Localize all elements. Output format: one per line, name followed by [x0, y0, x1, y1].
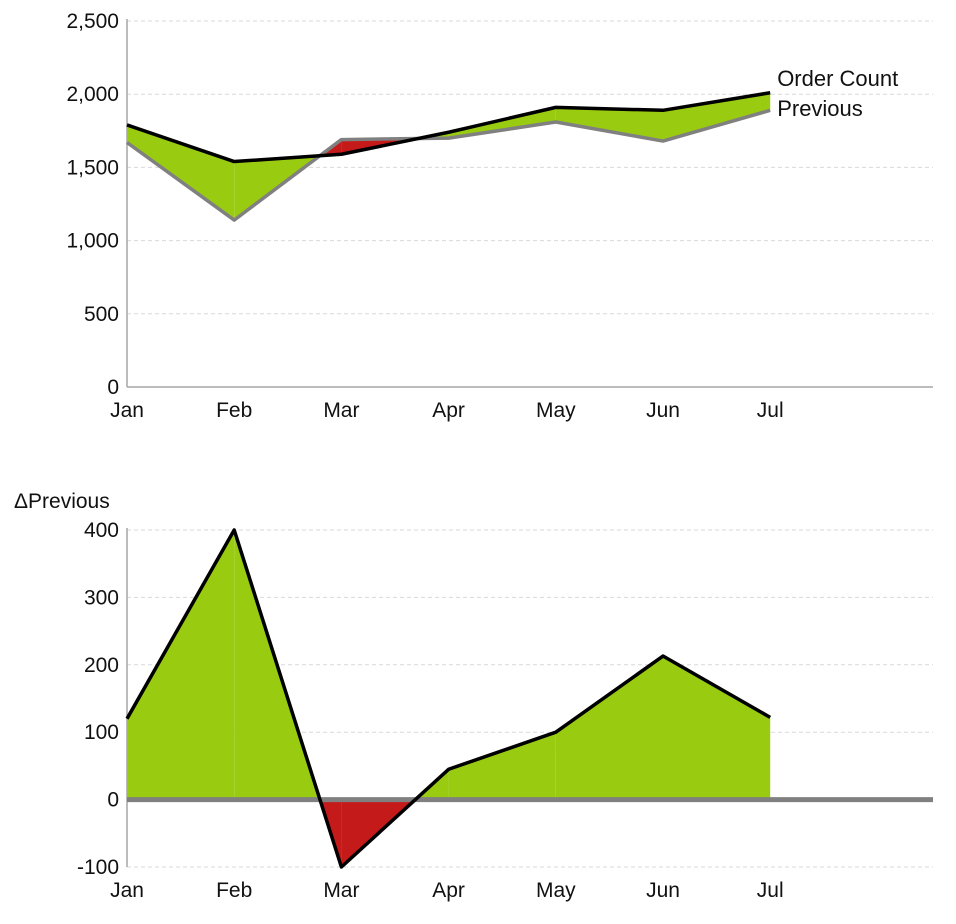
y-tick-label: 300	[84, 586, 119, 609]
x-tick-label: Apr	[432, 399, 465, 422]
y-tick-label: -100	[77, 856, 119, 879]
x-tick-label: Jun	[646, 879, 680, 902]
variance-area	[663, 92, 771, 142]
x-tick-label: Feb	[216, 879, 252, 902]
y-tick-label: 400	[84, 519, 119, 542]
x-tick-label: Apr	[432, 879, 465, 902]
y-tick-label: 1,500	[66, 156, 119, 179]
variance-area	[555, 107, 663, 142]
legend-previous: Previous	[777, 96, 863, 121]
previous-line	[125, 108, 771, 222]
x-tick-label: Mar	[323, 879, 359, 902]
variance-area	[127, 124, 235, 221]
x-tick-label: Jun	[646, 399, 680, 422]
variance-area	[127, 530, 235, 800]
x-tick-label: Jan	[110, 399, 144, 422]
y-tick-label: 0	[107, 789, 119, 812]
x-tick-label: Mar	[323, 399, 359, 422]
variance-area	[448, 732, 556, 800]
y-axis-title: ΔPrevious	[14, 490, 110, 513]
x-tick-label: Jan	[110, 879, 144, 902]
y-tick-label: 2,500	[66, 10, 119, 33]
y-tick-label: 100	[84, 721, 119, 744]
x-tick-label: Feb	[216, 399, 252, 422]
top-chart: 0 500 1,000 1,500 2,000 2,500 Jan Feb Mar Apr May J…	[66, 10, 933, 422]
y-tick-label: 200	[84, 654, 119, 677]
x-tick-label: Jul	[757, 399, 784, 422]
variance-area	[555, 656, 663, 800]
variance-area	[663, 656, 771, 800]
y-tick-label: 1,000	[66, 230, 119, 253]
y-tick-label: 0	[107, 376, 119, 399]
x-tick-label: Jul	[757, 879, 784, 902]
legend-order-count: Order Count	[777, 66, 898, 91]
order-count-line	[126, 91, 771, 164]
x-tick-label: May	[536, 879, 576, 902]
y-tick-label: 500	[84, 303, 119, 326]
delta-previous-line	[125, 528, 772, 869]
bottom-chart: -100 0 100 200 300 400 Jan Feb Mar Apr May Jun Jul ΔP…	[14, 490, 933, 902]
x-tick-label: May	[536, 399, 576, 422]
y-tick-label: 2,000	[66, 83, 119, 106]
